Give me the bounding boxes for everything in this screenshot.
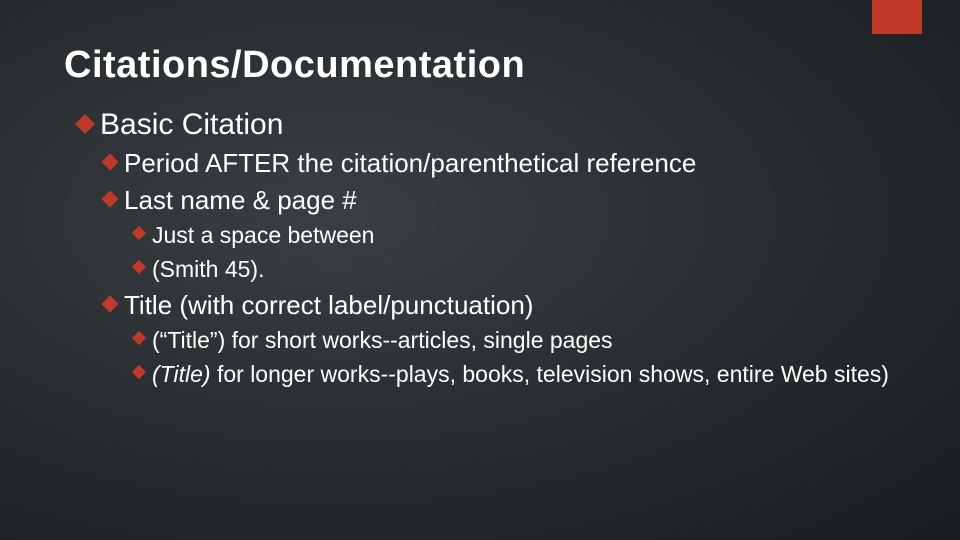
list-item: (“Title”) for short works--articles, sin…	[134, 324, 896, 356]
bullet-list-lvl3: Just a space between (Smith 45).	[134, 219, 896, 285]
bullet-text: (Title) for longer works--plays, books, …	[152, 358, 889, 390]
diamond-bullet-icon	[132, 365, 146, 379]
bullet-text: Last name & page #	[124, 183, 357, 219]
italic-text: (Title)	[152, 361, 211, 387]
bullet-text: Period AFTER the citation/parenthetical …	[124, 146, 696, 182]
diamond-bullet-icon	[102, 153, 119, 170]
diamond-bullet-icon	[132, 260, 146, 274]
slide-title: Citations/Documentation	[64, 44, 896, 87]
diamond-bullet-icon	[102, 191, 119, 208]
list-item: Period AFTER the citation/parenthetical …	[104, 146, 896, 182]
bullet-text: Just a space between	[152, 219, 374, 251]
list-item: Just a space between	[134, 219, 896, 251]
bullet-list-lvl3: (“Title”) for short works--articles, sin…	[134, 324, 896, 390]
diamond-bullet-icon	[102, 295, 119, 312]
bullet-text: (“Title”) for short works--articles, sin…	[152, 324, 613, 356]
list-item: Title (with correct label/punctuation) (…	[104, 288, 896, 390]
slide-body: Citations/Documentation Basic Citation P…	[0, 0, 960, 390]
diamond-bullet-icon	[132, 226, 146, 240]
bullet-text: Title (with correct label/punctuation)	[124, 288, 533, 324]
bullet-text: (Smith 45).	[152, 253, 264, 285]
bullet-text: Basic Citation	[100, 105, 283, 146]
plain-text: for longer works--plays, books, televisi…	[211, 361, 889, 387]
bullet-list-lvl1: Basic Citation Period AFTER the citation…	[78, 105, 896, 390]
diamond-bullet-icon	[75, 114, 95, 134]
list-item: Basic Citation Period AFTER the citation…	[78, 105, 896, 390]
accent-bar	[872, 0, 922, 34]
list-item: (Smith 45).	[134, 253, 896, 285]
list-item: Last name & page # Just a space between	[104, 183, 896, 285]
bullet-list-lvl2: Period AFTER the citation/parenthetical …	[104, 146, 896, 390]
list-item: (Title) for longer works--plays, books, …	[134, 358, 896, 390]
diamond-bullet-icon	[132, 330, 146, 344]
